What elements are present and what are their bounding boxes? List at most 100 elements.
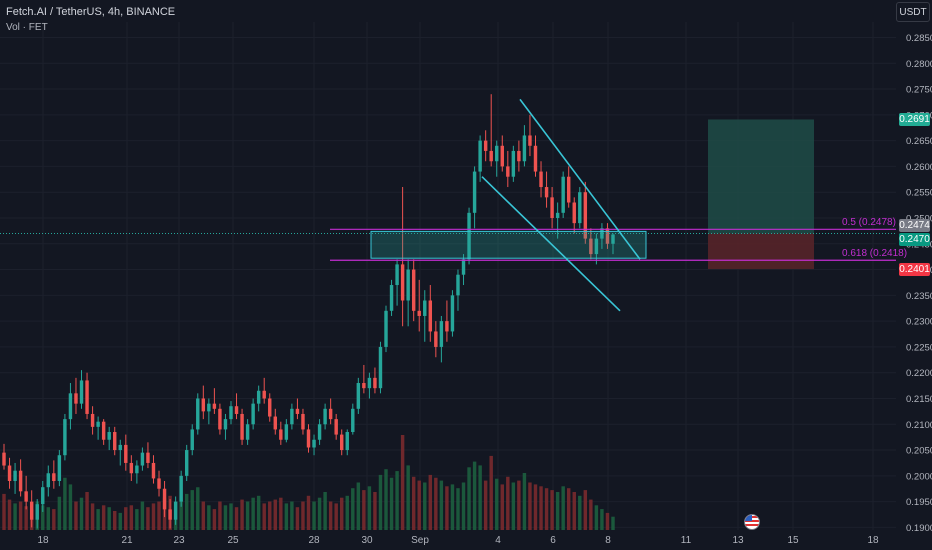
volume-bar xyxy=(146,507,150,530)
volume-bar xyxy=(328,501,333,530)
candle-body xyxy=(46,473,51,488)
volume-bar xyxy=(533,484,538,530)
volume-bar xyxy=(7,499,12,530)
symbol-title[interactable]: Fetch.AI / TetherUS, 4h, BINANCE xyxy=(6,6,176,18)
y-tick-label: 0.1900 xyxy=(906,523,932,534)
volume-bar xyxy=(500,484,504,530)
x-tick-label: 18 xyxy=(37,535,49,546)
candle-body xyxy=(378,346,383,389)
volume-bar xyxy=(157,501,161,530)
candle-body xyxy=(184,450,189,476)
candle-body xyxy=(345,432,349,451)
candle-body xyxy=(517,150,521,162)
candle-body xyxy=(511,150,516,177)
candle-body xyxy=(157,478,161,489)
volume-bar xyxy=(561,486,565,530)
candle-body xyxy=(251,403,255,425)
candle-body xyxy=(384,310,388,347)
volume-bar xyxy=(2,493,6,530)
volume-bar xyxy=(101,505,106,530)
volume-bar xyxy=(85,492,89,530)
candle-body xyxy=(151,462,156,479)
candle-body xyxy=(256,390,261,404)
volume-bar xyxy=(68,484,73,530)
volume-bar xyxy=(605,512,610,530)
candle-body xyxy=(57,455,62,482)
candle-body xyxy=(234,406,239,414)
volume-bar xyxy=(594,505,599,530)
x-tick-label: 8 xyxy=(605,535,611,546)
volume-bar xyxy=(472,461,477,530)
candle-body xyxy=(173,501,178,520)
candle-body xyxy=(522,135,527,162)
volume-bar xyxy=(589,499,593,530)
candle-body xyxy=(395,264,399,286)
volume-bar xyxy=(129,505,134,530)
candle-body xyxy=(400,264,405,301)
support-zone xyxy=(370,230,647,259)
volume-bar xyxy=(306,495,311,530)
volume-bar xyxy=(46,507,51,530)
volume-bar xyxy=(478,465,482,530)
candle-body xyxy=(306,429,311,448)
candle-body xyxy=(135,465,139,474)
volume-bar xyxy=(555,492,560,530)
candle-body xyxy=(328,408,333,420)
volume-bar xyxy=(52,509,56,530)
candle-body xyxy=(356,383,361,409)
candle-body xyxy=(279,429,283,440)
candle-body xyxy=(113,432,117,451)
volume-bar xyxy=(212,509,217,530)
candle-body xyxy=(389,285,394,311)
volume-indicator-label[interactable]: Vol · FET xyxy=(6,22,48,33)
volume-bar xyxy=(256,495,261,530)
volume-bar xyxy=(290,501,294,530)
candle-body xyxy=(290,408,294,425)
volume-bar xyxy=(317,497,322,530)
volume-bar xyxy=(184,493,189,530)
candle-body xyxy=(7,465,12,482)
volume-bar xyxy=(90,503,95,530)
x-tick-label: 4 xyxy=(495,535,501,546)
volume-bar xyxy=(495,478,499,530)
candle-body xyxy=(406,269,410,301)
volume-bar xyxy=(428,474,433,530)
candle-body xyxy=(367,377,372,389)
candle-body xyxy=(500,145,504,167)
candle-body xyxy=(90,413,95,427)
candle-body xyxy=(323,408,327,425)
candle-body xyxy=(68,393,73,420)
candle-body xyxy=(550,197,554,218)
us-flag-icon[interactable] xyxy=(744,514,760,530)
volume-bar xyxy=(445,486,449,530)
currency-button[interactable]: USDT xyxy=(896,2,930,22)
candle-body xyxy=(589,238,593,255)
volume-bar xyxy=(367,486,372,530)
volume-bar xyxy=(483,480,488,530)
candle-body xyxy=(18,470,23,492)
volume-bar xyxy=(234,507,239,530)
candle-body xyxy=(162,488,167,510)
volume-bar xyxy=(600,509,604,530)
candle-body xyxy=(472,171,477,213)
volume-bar xyxy=(107,507,111,530)
volume-bar xyxy=(550,490,554,530)
candle-body xyxy=(434,331,438,347)
volume-bar xyxy=(135,509,139,530)
volume-bar xyxy=(511,482,516,530)
stop-price-tag: 0.2401 xyxy=(899,262,930,276)
candle-body xyxy=(528,135,532,146)
volume-bar xyxy=(151,503,156,530)
stop-zone xyxy=(708,233,814,270)
candle-body xyxy=(29,501,34,520)
candle-body xyxy=(417,310,421,316)
